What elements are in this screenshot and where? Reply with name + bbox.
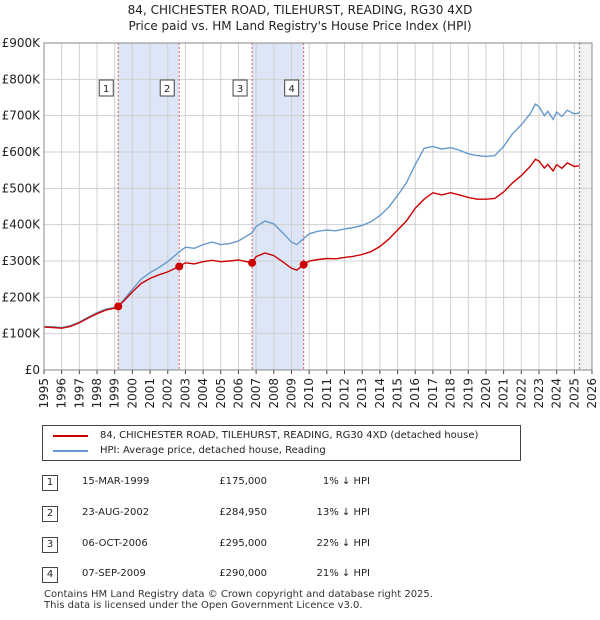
x-tick-label: 2021: [497, 378, 511, 409]
x-tick-label: 2016: [408, 378, 422, 409]
sale-point: [175, 262, 184, 271]
x-tick-label: 2008: [267, 378, 281, 409]
sale-row: 2 23-AUG-2002 £284,950 13% ↓ HPI: [0, 505, 600, 525]
shaded-ranges: [118, 43, 592, 370]
x-tick-label: 2017: [426, 378, 440, 409]
sale-label-text: 3: [237, 84, 243, 95]
y-tick-label: £200K: [2, 290, 42, 304]
x-tick-label: 2018: [444, 378, 458, 409]
x-tick-label: 2005: [214, 378, 228, 409]
sale-label-box: [98, 79, 114, 97]
y-tick-label: £0: [25, 363, 40, 377]
series-lines: [43, 102, 580, 329]
sale-price: £290,000: [219, 568, 267, 579]
x-tick-label: 1997: [72, 378, 86, 409]
sale-points: [114, 258, 308, 311]
x-tick-label: 2009: [284, 378, 298, 409]
x-tick-label: 2011: [320, 378, 334, 409]
x-tick-label: 2002: [161, 378, 175, 409]
sale-label-boxes: 1 2 3 4: [98, 79, 300, 97]
sale-point: [248, 258, 257, 267]
x-tick-label: 2022: [514, 378, 528, 409]
sale-row: 4 07-SEP-2009 £290,000 21% ↓ HPI: [0, 566, 600, 586]
sale-point: [114, 302, 123, 311]
sale-label-text: 4: [288, 84, 294, 95]
legend-label-hpi: HPI: Average price, detached house, Read…: [100, 445, 326, 456]
title-line-2: Price paid vs. HM Land Registry's House …: [128, 19, 472, 33]
sale-label-box: [159, 79, 175, 97]
footer-line-1: Contains HM Land Registry data © Crown c…: [44, 589, 433, 600]
axes: £0 £100K £200K £300K £400K £500K £600K £700K £80…: [2, 36, 599, 409]
sale-row: 1 15-MAR-1999 £175,000 1% ↓ HPI: [0, 474, 600, 494]
sale-point: [299, 260, 308, 269]
x-tick-label: 1996: [55, 378, 69, 409]
x-tick-label: 2015: [391, 378, 405, 409]
y-tick-label: £700K: [2, 109, 42, 123]
price-chart: 1 2 3 4 £0 £100K £200K £300K £400K £500K £600K £70…: [2, 36, 599, 409]
sale-label-text: 2: [164, 84, 170, 95]
sale-price: £284,950: [219, 507, 267, 518]
sale-hpi-diff: 1% ↓ HPI: [322, 476, 370, 487]
x-tick-label: 1999: [108, 378, 122, 409]
x-tick-label: 2019: [461, 378, 475, 409]
x-tick-label: 1998: [90, 378, 104, 409]
sale-hpi-diff: 21% ↓ HPI: [316, 568, 370, 579]
x-tick-label: 2014: [373, 378, 387, 409]
series-line-hpi: [43, 102, 580, 329]
shaded-range: [252, 43, 304, 370]
y-tick-label: £500K: [2, 181, 42, 195]
x-tick-label: 2025: [567, 378, 581, 409]
x-tick-label: 2007: [249, 378, 263, 409]
x-tick-label: 2012: [338, 378, 352, 409]
y-tick-label: £400K: [2, 218, 42, 232]
x-tick-label: 2026: [585, 378, 599, 409]
x-tick-label: 2004: [196, 378, 210, 409]
x-tick-label: 2013: [355, 378, 369, 409]
sale-number-badge: 1: [42, 475, 58, 491]
sale-price: £175,000: [219, 476, 267, 487]
legend: 84, CHICHESTER ROAD, TILEHURST, READING,…: [42, 425, 521, 461]
y-tick-label: £800K: [2, 72, 42, 86]
sale-hpi-diff: 13% ↓ HPI: [316, 507, 370, 518]
legend-swatch-hpi: [53, 450, 88, 452]
footer-attribution: Contains HM Land Registry data © Crown c…: [44, 589, 433, 611]
y-tick-label: £900K: [2, 36, 42, 50]
sale-number-badge: 2: [42, 506, 58, 522]
sale-number-badge: 4: [42, 567, 58, 583]
y-tick-label: £300K: [2, 254, 42, 268]
x-tick-label: 2010: [302, 378, 316, 409]
x-tick-label: 2003: [178, 378, 192, 409]
title-line-1: 84, CHICHESTER ROAD, TILEHURST, READING,…: [127, 3, 473, 17]
legend-label-property: 84, CHICHESTER ROAD, TILEHURST, READING,…: [100, 430, 479, 441]
sale-date: 06-OCT-2006: [82, 538, 148, 549]
sale-date: 07-SEP-2009: [82, 568, 146, 579]
shaded-range: [118, 43, 180, 370]
sale-price: £295,000: [219, 538, 267, 549]
x-tick-label: 2000: [125, 378, 139, 409]
sale-label-box: [232, 79, 248, 97]
sale-label-box: [284, 79, 300, 97]
x-tick-label: 2001: [143, 378, 157, 409]
sale-date: 15-MAR-1999: [82, 476, 150, 487]
footer-line-2: This data is licensed under the Open Gov…: [44, 600, 363, 611]
y-tick-label: £600K: [2, 145, 42, 159]
x-tick-label: 2006: [231, 378, 245, 409]
x-tick-label: 1995: [37, 378, 51, 409]
sale-number-badge: 3: [42, 537, 58, 553]
sale-marker-lines: [117, 43, 581, 370]
sale-label-text: 1: [103, 84, 109, 95]
plot-frame: [43, 42, 593, 371]
sale-row: 3 06-OCT-2006 £295,000 22% ↓ HPI: [0, 536, 600, 556]
y-tick-label: £100K: [2, 327, 42, 341]
x-tick-label: 2024: [550, 378, 564, 409]
chart-title: 84, CHICHESTER ROAD, TILEHURST, READING,…: [0, 2, 600, 34]
sale-date: 23-AUG-2002: [82, 507, 150, 518]
x-tick-label: 2020: [479, 378, 493, 409]
future-region: [577, 43, 592, 370]
x-tick-label: 2023: [532, 378, 546, 409]
legend-swatch-property: [53, 435, 88, 437]
sale-hpi-diff: 22% ↓ HPI: [316, 538, 370, 549]
series-line-property: [43, 158, 580, 329]
